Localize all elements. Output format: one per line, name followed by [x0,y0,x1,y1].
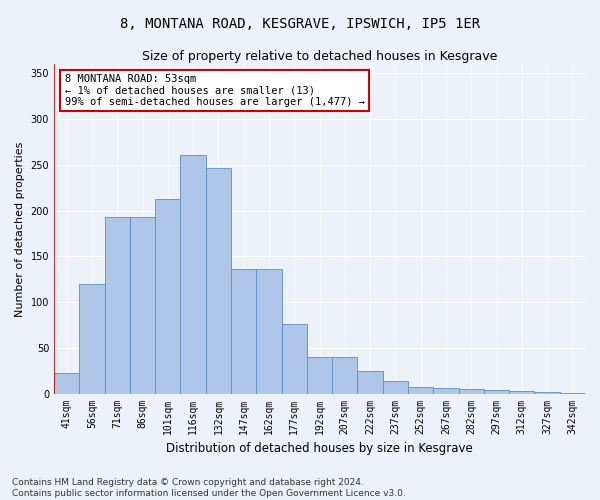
X-axis label: Distribution of detached houses by size in Kesgrave: Distribution of detached houses by size … [166,442,473,455]
Bar [104,217,130,394]
Bar [130,217,155,394]
Bar [484,390,509,394]
Bar [560,392,585,394]
Bar [256,269,281,394]
Bar [155,198,181,394]
Bar [231,269,256,394]
Bar [332,357,358,394]
Y-axis label: Number of detached properties: Number of detached properties [15,141,25,316]
Title: Size of property relative to detached houses in Kesgrave: Size of property relative to detached ho… [142,50,497,63]
Bar [54,374,79,394]
Text: 8, MONTANA ROAD, KESGRAVE, IPSWICH, IP5 1ER: 8, MONTANA ROAD, KESGRAVE, IPSWICH, IP5 … [120,18,480,32]
Text: 8 MONTANA ROAD: 53sqm
← 1% of detached houses are smaller (13)
99% of semi-detac: 8 MONTANA ROAD: 53sqm ← 1% of detached h… [65,74,365,107]
Bar [408,387,433,394]
Bar [458,389,484,394]
Bar [79,284,104,394]
Bar [433,388,458,394]
Bar [535,392,560,394]
Bar [307,357,332,394]
Bar [383,380,408,394]
Bar [181,154,206,394]
Bar [358,370,383,394]
Bar [281,324,307,394]
Bar [206,168,231,394]
Bar [509,391,535,394]
Text: Contains HM Land Registry data © Crown copyright and database right 2024.
Contai: Contains HM Land Registry data © Crown c… [12,478,406,498]
